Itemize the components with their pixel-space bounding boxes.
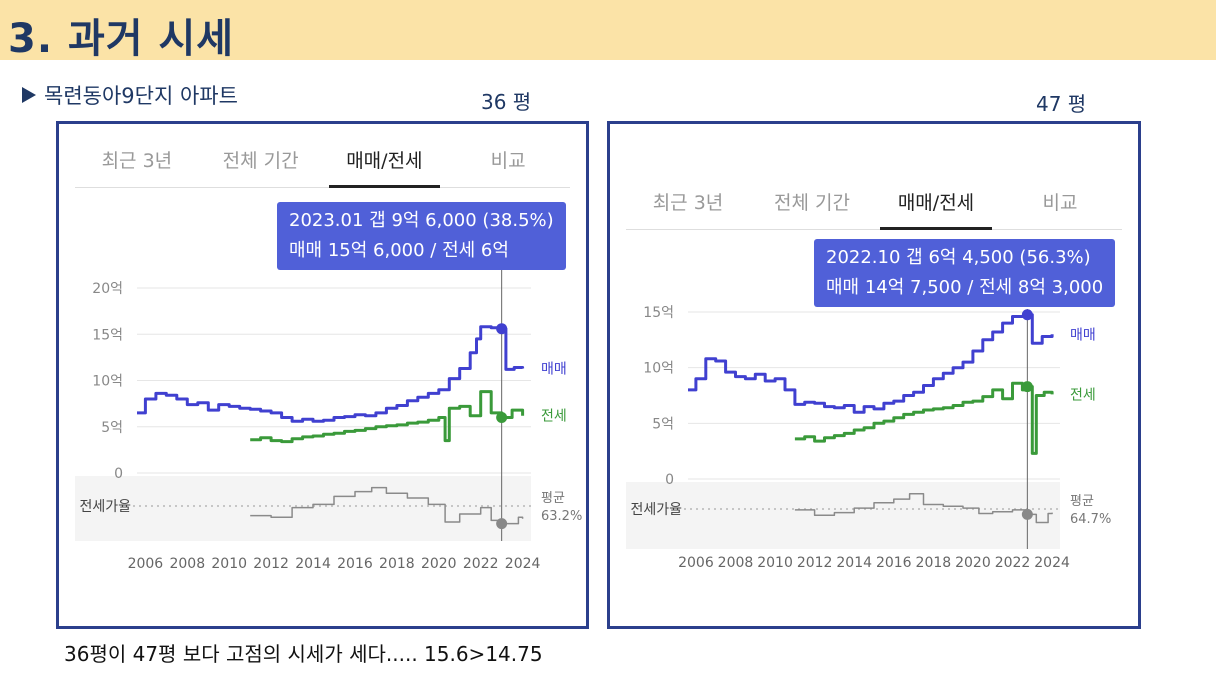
size-label-36: 36 평 <box>481 90 532 114</box>
tooltip-gap-line: 2022.10 갭 6억 4,500 (56.3%) <box>826 247 1091 268</box>
x-tick-label: 2016 <box>337 556 373 572</box>
page-title: 3. 과거 시세 <box>8 16 235 62</box>
x-tick-label: 2014 <box>836 555 872 571</box>
x-tick-label: 2008 <box>169 556 205 572</box>
caption: 36평이 47평 보다 고점의 시세가 세다..... 15.6>14.75 <box>64 642 543 666</box>
x-tick-label: 2022 <box>463 556 499 572</box>
average-label: 평균 <box>541 491 565 506</box>
x-tick-label: 2024 <box>505 556 541 572</box>
tab-bar: 최근 3년 전체 기간 매매/전세 비교 <box>626 188 1122 230</box>
tab-sale-jeonse[interactable]: 매매/전세 <box>323 146 447 188</box>
jeonse-ratio-line <box>794 492 1053 524</box>
sale-marker-dot <box>496 323 508 335</box>
x-tick-label: 2010 <box>757 555 793 571</box>
x-tick-label: 2010 <box>211 556 247 572</box>
x-tick-label: 2018 <box>379 556 415 572</box>
x-tick-label: 2008 <box>718 555 754 571</box>
triangle-bullet-icon <box>22 87 36 103</box>
tooltip-price-line: 매매 14억 7,500 / 전세 8억 3,000 <box>826 277 1104 298</box>
tab-recent-3y[interactable]: 최근 3년 <box>101 150 173 172</box>
ratio-label: 전세가율 <box>79 499 131 515</box>
size-label-47: 47 평 <box>1036 92 1087 116</box>
ratio-band <box>626 482 1060 549</box>
y-tick-label: 15억 <box>92 327 123 343</box>
x-tick-label: 2024 <box>1034 555 1070 571</box>
price-tooltip: 2023.01 갭 9억 6,000 (38.5%) 매매 15억 6,000 … <box>277 202 566 270</box>
tab-bar: 최근 3년 전체 기간 매매/전세 비교 <box>75 146 570 188</box>
average-value: 63.2% <box>541 509 582 524</box>
apartment-name: 목련동아9단지 아파트 <box>44 84 238 108</box>
tooltip-price-line: 매매 15억 6,000 / 전세 6억 <box>289 240 509 261</box>
jeonse-price-line <box>250 390 525 444</box>
tab-recent-3y[interactable]: 최근 3년 <box>652 192 724 214</box>
jeonse-price-line <box>794 381 1054 455</box>
x-tick-label: 2018 <box>916 555 952 571</box>
tab-compare[interactable]: 비교 <box>1042 192 1078 214</box>
ratio-band <box>75 476 531 541</box>
tooltip-gap-line: 2023.01 갭 9억 6,000 (38.5%) <box>289 210 554 231</box>
header-band <box>0 0 1216 60</box>
y-tick-label: 10억 <box>92 374 123 390</box>
y-tick-label: 5억 <box>101 420 123 436</box>
series-label: 전세 <box>1070 387 1096 403</box>
tab-compare[interactable]: 비교 <box>490 150 526 172</box>
subtitle: 목련동아9단지 아파트 <box>22 80 238 110</box>
tab-all-period[interactable]: 전체 기간 <box>774 192 850 214</box>
sale-price-line <box>688 313 1054 414</box>
average-value: 64.7% <box>1070 512 1111 527</box>
sale-price-line <box>137 325 525 423</box>
y-tick-label: 5억 <box>652 416 674 432</box>
y-tick-label: 0 <box>114 466 123 482</box>
price-tooltip: 2022.10 갭 6억 4,500 (56.3%) 매매 14억 7,500 … <box>814 239 1116 307</box>
jeonse-marker-dot <box>1021 381 1033 393</box>
y-tick-label: 20억 <box>92 281 123 297</box>
tab-all-period[interactable]: 전체 기간 <box>222 150 299 172</box>
series-label: 매매 <box>1070 327 1096 343</box>
y-tick-label: 10억 <box>643 361 674 377</box>
y-tick-label: 0 <box>665 472 674 488</box>
x-tick-label: 2006 <box>678 555 714 571</box>
x-tick-label: 2012 <box>253 556 289 572</box>
x-tick-label: 2020 <box>955 555 991 571</box>
y-tick-label: 15억 <box>643 305 674 321</box>
x-tick-label: 2022 <box>995 555 1031 571</box>
x-tick-label: 2020 <box>421 556 457 572</box>
series-label: 매매 <box>541 361 567 377</box>
ratio-label: 전세가율 <box>630 502 682 518</box>
x-tick-label: 2014 <box>295 556 331 572</box>
ratio-marker-dot <box>1021 508 1033 520</box>
tab-sale-jeonse[interactable]: 매매/전세 <box>874 188 998 230</box>
sale-marker-dot <box>1021 309 1033 321</box>
x-tick-label: 2012 <box>797 555 833 571</box>
jeonse-marker-dot <box>496 412 508 423</box>
series-label: 전세 <box>541 409 567 425</box>
x-tick-label: 2016 <box>876 555 912 571</box>
x-tick-label: 2006 <box>128 556 164 572</box>
ratio-marker-dot <box>496 518 508 530</box>
average-label: 평균 <box>1070 494 1094 509</box>
